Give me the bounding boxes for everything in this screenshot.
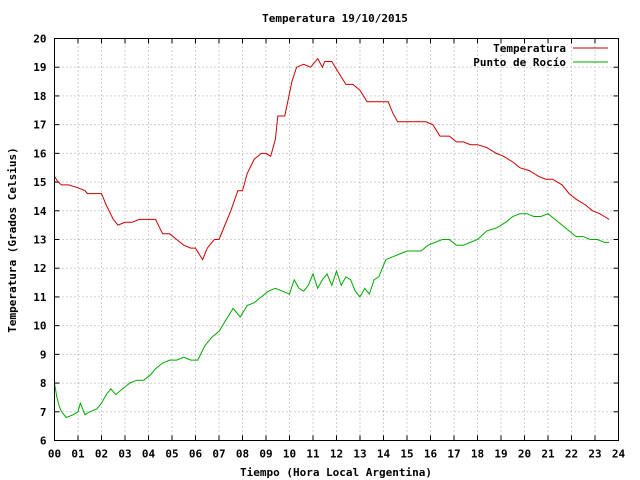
y-tick-label: 9: [40, 348, 47, 361]
x-tick-label: 08: [236, 448, 249, 461]
chart-title: Temperatura 19/10/2015: [262, 12, 408, 25]
x-tick-label: 23: [588, 448, 601, 461]
x-tick-label: 05: [165, 448, 178, 461]
legend-label: Punto de Rocío: [473, 56, 566, 69]
x-tick-label: 01: [71, 448, 85, 461]
x-tick-label: 14: [377, 448, 391, 461]
y-tick-label: 6: [40, 435, 47, 448]
series-layer: [54, 57, 610, 419]
x-tick-label: 10: [283, 448, 296, 461]
x-tick-label: 04: [142, 448, 156, 461]
y-tick-label: 7: [40, 406, 47, 419]
x-tick-label: 19: [494, 448, 507, 461]
x-tick-label: 16: [424, 448, 438, 461]
y-tick-label: 12: [33, 262, 46, 275]
x-tick-labels: 00 01 02 03 04 05 06 07 08 09 10 11 12 13 14 15 16 17 18 19…: [48, 448, 626, 461]
y-tick-label: 17: [33, 119, 46, 132]
x-tick-label: 15: [400, 448, 413, 461]
y-tick-label: 13: [33, 234, 46, 247]
x-tick-label: 18: [471, 448, 484, 461]
x-tick-label: 11: [306, 448, 320, 461]
x-tick-label: 00: [48, 448, 61, 461]
x-tick-label: 13: [353, 448, 366, 461]
y-tick-label: 20: [33, 33, 46, 46]
x-tick-label: 02: [95, 448, 108, 461]
y-tick-label: 19: [33, 61, 46, 74]
series-line-2: [54, 213, 610, 419]
y-axis-label: Temperatura (Grados Celsius): [6, 147, 19, 332]
x-tick-label: 24: [612, 448, 626, 461]
x-tick-label: 09: [259, 448, 272, 461]
x-tick-label: 17: [447, 448, 460, 461]
plot-frame: [54, 38, 619, 441]
y-tick-label: 14: [33, 205, 47, 218]
x-tick-label: 21: [541, 448, 555, 461]
y-tick-label: 18: [33, 90, 46, 103]
y-tick-label: 8: [40, 377, 47, 390]
x-tick-label: 22: [565, 448, 578, 461]
y-tick-label: 15: [33, 176, 46, 189]
x-tick-label: 20: [518, 448, 531, 461]
y-tick-label: 11: [33, 291, 47, 304]
x-tick-label: 06: [189, 448, 203, 461]
y-tick-label: 10: [33, 320, 46, 333]
x-tick-label: 07: [212, 448, 225, 461]
y-tick-labels: 6 7 8 9 10 11 12 13 14 15 16 17 18 19 20: [33, 33, 47, 448]
y-tick-label: 16: [33, 147, 47, 160]
legend-label: Temperatura: [493, 42, 566, 55]
x-axis-label: Tiempo (Hora Local Argentina): [240, 466, 432, 479]
x-tick-label: 12: [330, 448, 343, 461]
x-tick-label: 03: [118, 448, 131, 461]
series-line-1: [54, 57, 610, 261]
